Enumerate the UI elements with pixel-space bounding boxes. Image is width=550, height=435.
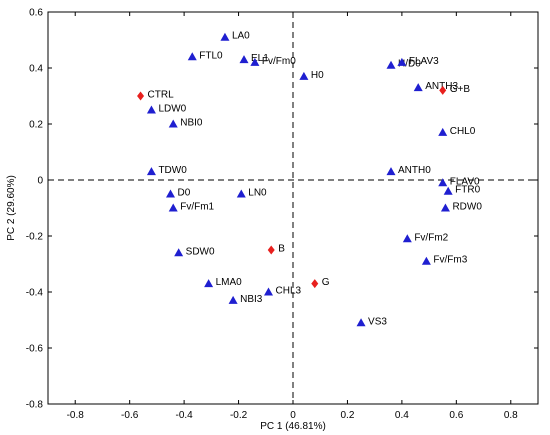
diamond-marker [439,85,447,95]
point-label: NBI3 [240,294,263,305]
point-label: SDW0 [186,246,215,257]
point-label: ANTH3 [425,81,458,92]
point-label: Fv/Fm3 [433,255,467,266]
point-label: CHL3 [276,286,302,297]
x-axis-title: PC 1 (46.81%) [260,421,326,432]
point-label: EL1 [251,53,269,64]
point-label: Fv/Fm2 [414,232,448,243]
point-label: RDW0 [452,202,482,213]
x-tick-label: -0.2 [230,410,248,421]
triangle-marker [438,127,448,136]
triangle-marker [402,234,412,243]
triangle-marker [236,189,246,198]
diamond-marker [267,245,275,255]
point-label: H/D0 [398,59,421,70]
point-label: FTL0 [199,50,223,61]
x-tick-label: 0.4 [395,410,409,421]
point-label: VS3 [368,316,387,327]
x-tick-label: -0.4 [175,410,193,421]
triangle-marker [168,119,178,128]
triangle-marker [174,248,184,257]
triangle-marker [299,71,309,80]
triangle-marker [204,279,214,288]
triangle-marker [220,32,230,41]
point-label: G+B [450,84,471,95]
triangle-marker [356,318,366,327]
point-label: FLAV3 [409,56,439,67]
y-tick-labels: -0.8 -0.6 -0.4 -0.2 0 0.2 0.4 0.6 [26,8,44,411]
triangle-marker [386,167,396,176]
point-label: TDW0 [158,165,187,176]
point-label: Fv/Fm0 [262,56,296,67]
point-label: LDW0 [158,104,186,115]
y-tick-label: 0 [37,176,43,187]
x-tick-label: 0 [290,410,296,421]
axis-ticks [48,11,538,405]
triangle-marker [264,287,273,296]
y-tick-label: -0.4 [26,288,44,299]
point-label: FTR0 [455,185,480,196]
point-label: LN0 [248,188,267,199]
zero-reference-lines [48,12,538,404]
diamond-marker [137,91,145,101]
point-label: LMA0 [216,277,243,288]
point-label: H0 [311,70,324,81]
point-label: LA0 [232,31,250,42]
y-tick-label: -0.8 [26,400,44,411]
triangle-marker [413,83,423,92]
triangle-marker [397,57,407,66]
x-tick-label: 0.2 [340,410,354,421]
triangle-marker [440,203,450,212]
point-label: D0 [178,188,191,199]
x-tick-label: -0.6 [121,410,139,421]
y-axis-title: PC 2 (29.60%) [6,175,17,241]
x-tick-label: 0.6 [449,410,463,421]
triangle-marker [421,256,431,265]
triangle-marker [443,186,453,195]
triangle-marker [250,57,260,66]
point-label: Fv/Fm1 [180,202,214,213]
point-label: ANTH0 [398,165,431,176]
triangle-marker [438,178,448,187]
y-tick-label: 0.2 [29,120,43,131]
y-tick-label: 0.4 [29,64,43,75]
triangle-marker [386,60,396,69]
point-label: NBI0 [180,118,203,129]
triangle-marker [146,167,156,176]
triangle-marker [146,105,156,114]
triangle-marker [168,203,178,212]
x-tick-label: 0.8 [504,410,518,421]
point-label: CHL0 [450,126,476,137]
x-tick-label: -0.8 [67,410,85,421]
point-label: B [278,244,285,255]
triangle-marker [166,189,175,198]
x-tick-labels: -0.8 -0.6 -0.4 -0.2 0 0.2 0.4 0.6 0.8 [67,410,519,421]
y-tick-label: -0.2 [26,232,44,243]
triangle-marker [228,295,238,304]
y-tick-label: -0.6 [26,344,44,355]
diamond-marker [311,279,319,289]
point-label: CTRL [148,90,175,101]
triangle-marker [187,52,197,61]
point-label: G [322,277,330,288]
point-label: FLAV0 [450,176,480,187]
triangle-marker [239,55,249,64]
y-tick-label: 0.6 [29,8,43,19]
